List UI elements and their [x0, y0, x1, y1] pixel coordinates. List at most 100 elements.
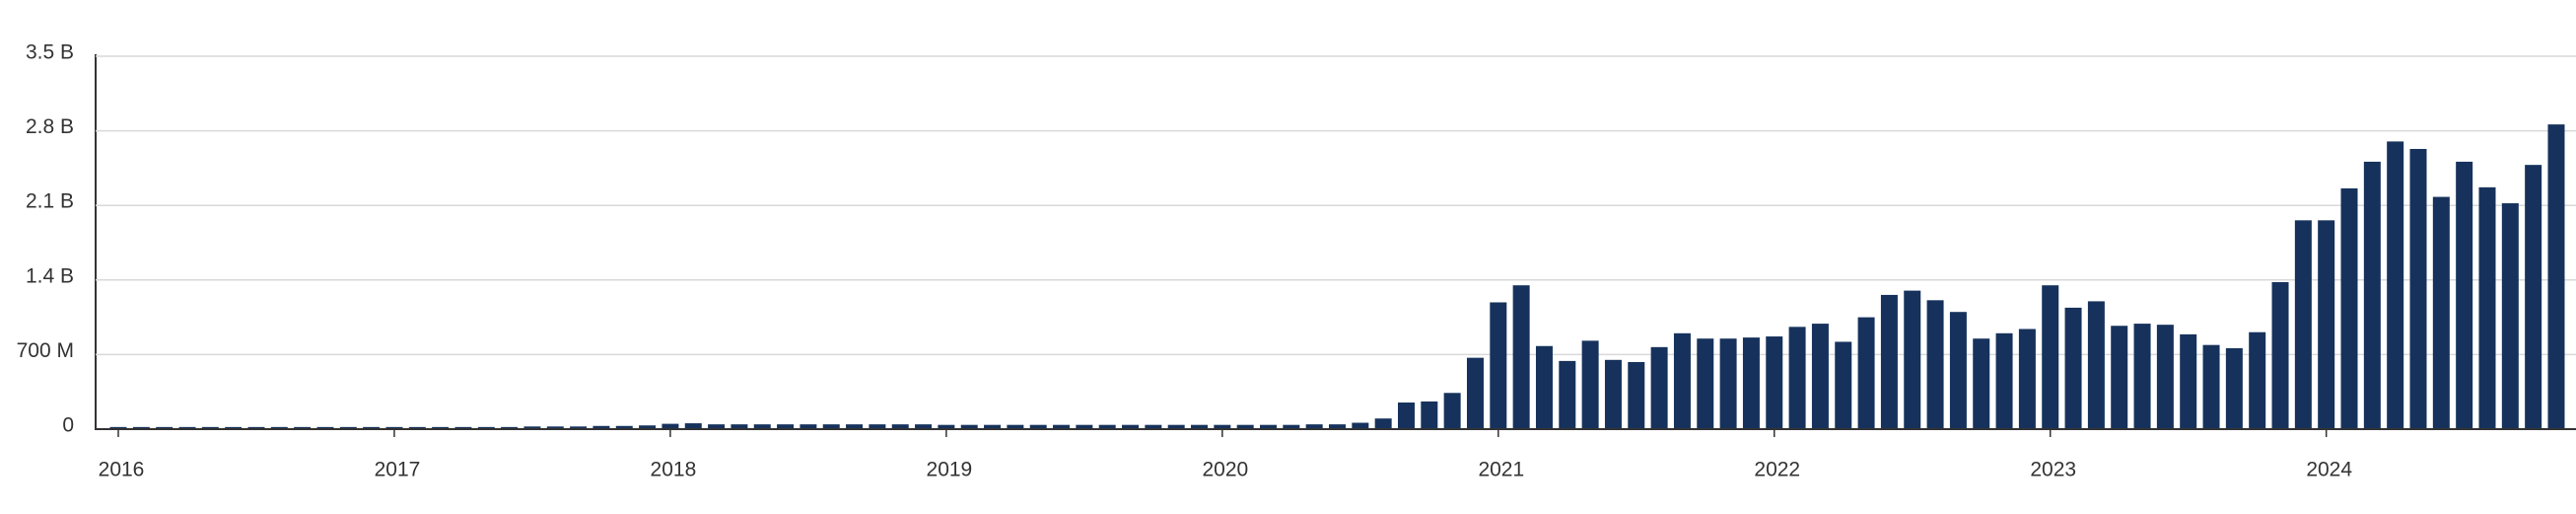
y-tick-label: 3.5 B	[26, 41, 74, 64]
bar	[984, 424, 1002, 429]
x-tick-label: 2021	[1478, 459, 1524, 481]
bar	[294, 426, 312, 429]
x-tick-label: 2022	[1754, 459, 1800, 481]
bar	[1835, 341, 1852, 429]
bar	[501, 426, 519, 429]
bar	[363, 426, 381, 429]
bar	[1811, 324, 1829, 429]
y-tick-label: 2.1 B	[26, 190, 74, 213]
bar	[2363, 161, 2381, 430]
bar	[2271, 281, 2289, 429]
bar	[1742, 337, 1760, 429]
bar	[2501, 203, 2519, 429]
bar	[1328, 424, 1346, 429]
bar	[1352, 422, 1369, 429]
bar	[1628, 361, 1645, 429]
bar	[2018, 329, 2036, 429]
bar	[1995, 332, 2013, 429]
bar	[846, 424, 864, 429]
y-tick-label: 2.8 B	[26, 115, 74, 138]
bar	[156, 426, 174, 429]
bar	[1466, 357, 1484, 429]
bar	[408, 426, 426, 429]
bar	[1766, 336, 1783, 429]
x-tick-label: 2024	[2306, 459, 2352, 481]
bar	[454, 426, 472, 429]
bar	[639, 425, 657, 429]
bar	[477, 426, 495, 429]
x-tick-label: 2023	[2030, 459, 2076, 481]
x-tick-label: 2019	[927, 459, 973, 481]
bar	[1283, 424, 1300, 429]
x-tick-label: 2017	[375, 459, 421, 481]
bar	[1421, 401, 1438, 429]
bar	[1260, 424, 1277, 429]
bar	[1719, 338, 1737, 429]
bar	[385, 426, 403, 429]
bar	[1490, 302, 1507, 429]
bar	[1145, 424, 1162, 429]
y-tick-label: 1.4 B	[26, 264, 74, 287]
bar	[2387, 141, 2404, 429]
bar	[938, 424, 955, 429]
bar	[546, 426, 564, 429]
bar	[1029, 424, 1047, 429]
bar	[2432, 196, 2450, 429]
bar	[708, 424, 726, 429]
bar	[1880, 294, 1898, 429]
bar	[247, 426, 265, 429]
y-tick-label: 700 M	[17, 339, 74, 362]
bar	[1673, 332, 1691, 429]
bar	[1374, 418, 1392, 429]
bar	[753, 424, 771, 429]
bar	[1949, 312, 1967, 429]
bar	[2225, 347, 2243, 429]
bar	[2042, 285, 2059, 429]
bar	[2064, 307, 2082, 429]
bar	[1697, 338, 1714, 429]
bar	[731, 424, 748, 429]
bar	[570, 426, 588, 429]
bar	[2294, 220, 2312, 429]
x-tick-label: 2018	[651, 459, 697, 481]
bar	[822, 424, 840, 429]
bar	[109, 426, 127, 429]
bar	[960, 424, 978, 429]
bar	[2456, 161, 2473, 430]
bar	[1535, 345, 1553, 429]
bar	[891, 424, 909, 429]
bar	[1650, 346, 1668, 429]
bar	[2340, 187, 2358, 429]
bar	[2202, 344, 2220, 429]
bar	[1443, 393, 1461, 429]
bar	[1512, 285, 1530, 429]
bar	[800, 424, 817, 429]
bar	[1581, 340, 1599, 429]
bar	[1397, 403, 1415, 429]
bar	[2087, 301, 2105, 429]
bar	[1926, 300, 1944, 429]
bar	[1076, 424, 1093, 429]
bar	[1236, 424, 1254, 429]
bar	[1098, 424, 1116, 429]
bar	[316, 426, 334, 429]
bar	[339, 426, 357, 429]
bar	[615, 425, 633, 429]
bar	[523, 426, 541, 429]
bar	[1788, 327, 1806, 429]
bar	[869, 424, 886, 429]
y-tick-label: 0	[62, 414, 74, 437]
bar	[2111, 326, 2128, 429]
bar	[1191, 424, 1209, 429]
bar	[270, 426, 288, 429]
bar	[2318, 220, 2335, 429]
bar	[201, 426, 219, 429]
bar	[661, 423, 679, 429]
x-tick-label: 2020	[1202, 459, 1248, 481]
bar	[1973, 338, 1990, 429]
bar	[1053, 424, 1071, 429]
bar	[178, 426, 196, 429]
bar	[2478, 186, 2496, 429]
